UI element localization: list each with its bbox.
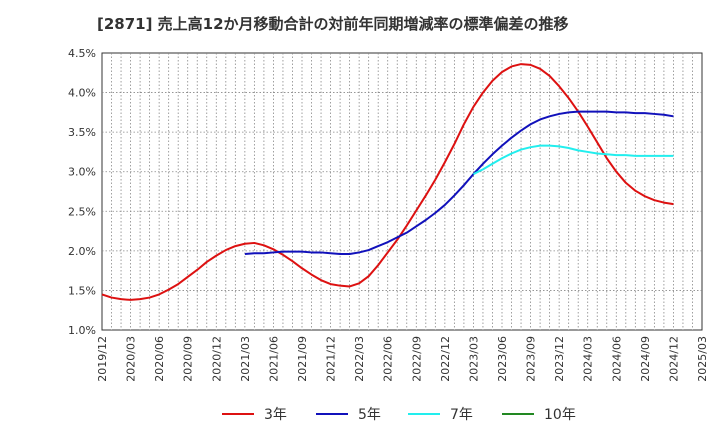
series-layer <box>101 63 674 301</box>
chart-title: [2871] 売上高12か月移動合計の対前年同期増減率の標準偏差の推移 <box>97 15 569 33</box>
grid <box>102 53 702 330</box>
x-tick-label: 2023/06 <box>496 336 509 382</box>
y-tick-label: 1.5% <box>68 284 96 297</box>
x-tick-label: 2019/12 <box>96 336 109 382</box>
x-tick-label: 2021/09 <box>296 336 309 382</box>
legend: 3年 5年 7年 10年 <box>222 407 576 423</box>
x-tick-label: 2021/03 <box>239 336 252 382</box>
x-tick-label: 2024/09 <box>639 336 652 382</box>
y-tick-label: 4.0% <box>68 87 96 100</box>
y-tick-label: 2.0% <box>68 245 96 258</box>
x-tick-label: 2021/12 <box>325 336 338 382</box>
legend-label: 10年 <box>544 407 576 423</box>
x-axis: 2019/12 2020/03 2020/06 2020/09 2020/12 2021/… <box>96 336 709 382</box>
x-tick-label: 2020/03 <box>125 336 138 382</box>
legend-label: 3年 <box>264 407 287 423</box>
x-tick-label: 2020/09 <box>182 336 195 382</box>
y-tick-label: 2.5% <box>68 205 96 218</box>
x-tick-label: 2022/03 <box>353 336 366 382</box>
y-tick-label: 4.5% <box>68 47 96 60</box>
x-tick-label: 2023/09 <box>525 336 538 382</box>
y-tick-label: 3.5% <box>68 126 96 139</box>
x-tick-label: 2023/03 <box>467 336 480 382</box>
x-tick-label: 2025/03 <box>696 336 709 382</box>
legend-label: 7年 <box>450 407 473 423</box>
x-tick-label: 2022/12 <box>439 336 452 382</box>
y-tick-label: 1.0% <box>68 324 96 337</box>
series-line-7年 <box>472 144 674 175</box>
x-tick-label: 2022/09 <box>410 336 423 382</box>
y-axis: 1.0% 1.5% 2.0% 2.5% 3.0% 3.5% 4.0% 4.5% <box>68 47 96 337</box>
x-tick-label: 2024/03 <box>582 336 595 382</box>
x-tick-label: 2024/06 <box>610 336 623 382</box>
x-tick-label: 2021/06 <box>267 336 280 382</box>
series-line-5年 <box>244 110 674 256</box>
legend-label: 5年 <box>358 407 381 423</box>
x-tick-label: 2023/12 <box>553 336 566 382</box>
x-tick-label: 2020/12 <box>210 336 223 382</box>
x-tick-label: 2024/12 <box>667 336 680 382</box>
x-tick-label: 2022/06 <box>382 336 395 382</box>
y-tick-label: 3.0% <box>68 166 96 179</box>
x-tick-label: 2020/06 <box>153 336 166 382</box>
plot-area <box>101 52 703 331</box>
